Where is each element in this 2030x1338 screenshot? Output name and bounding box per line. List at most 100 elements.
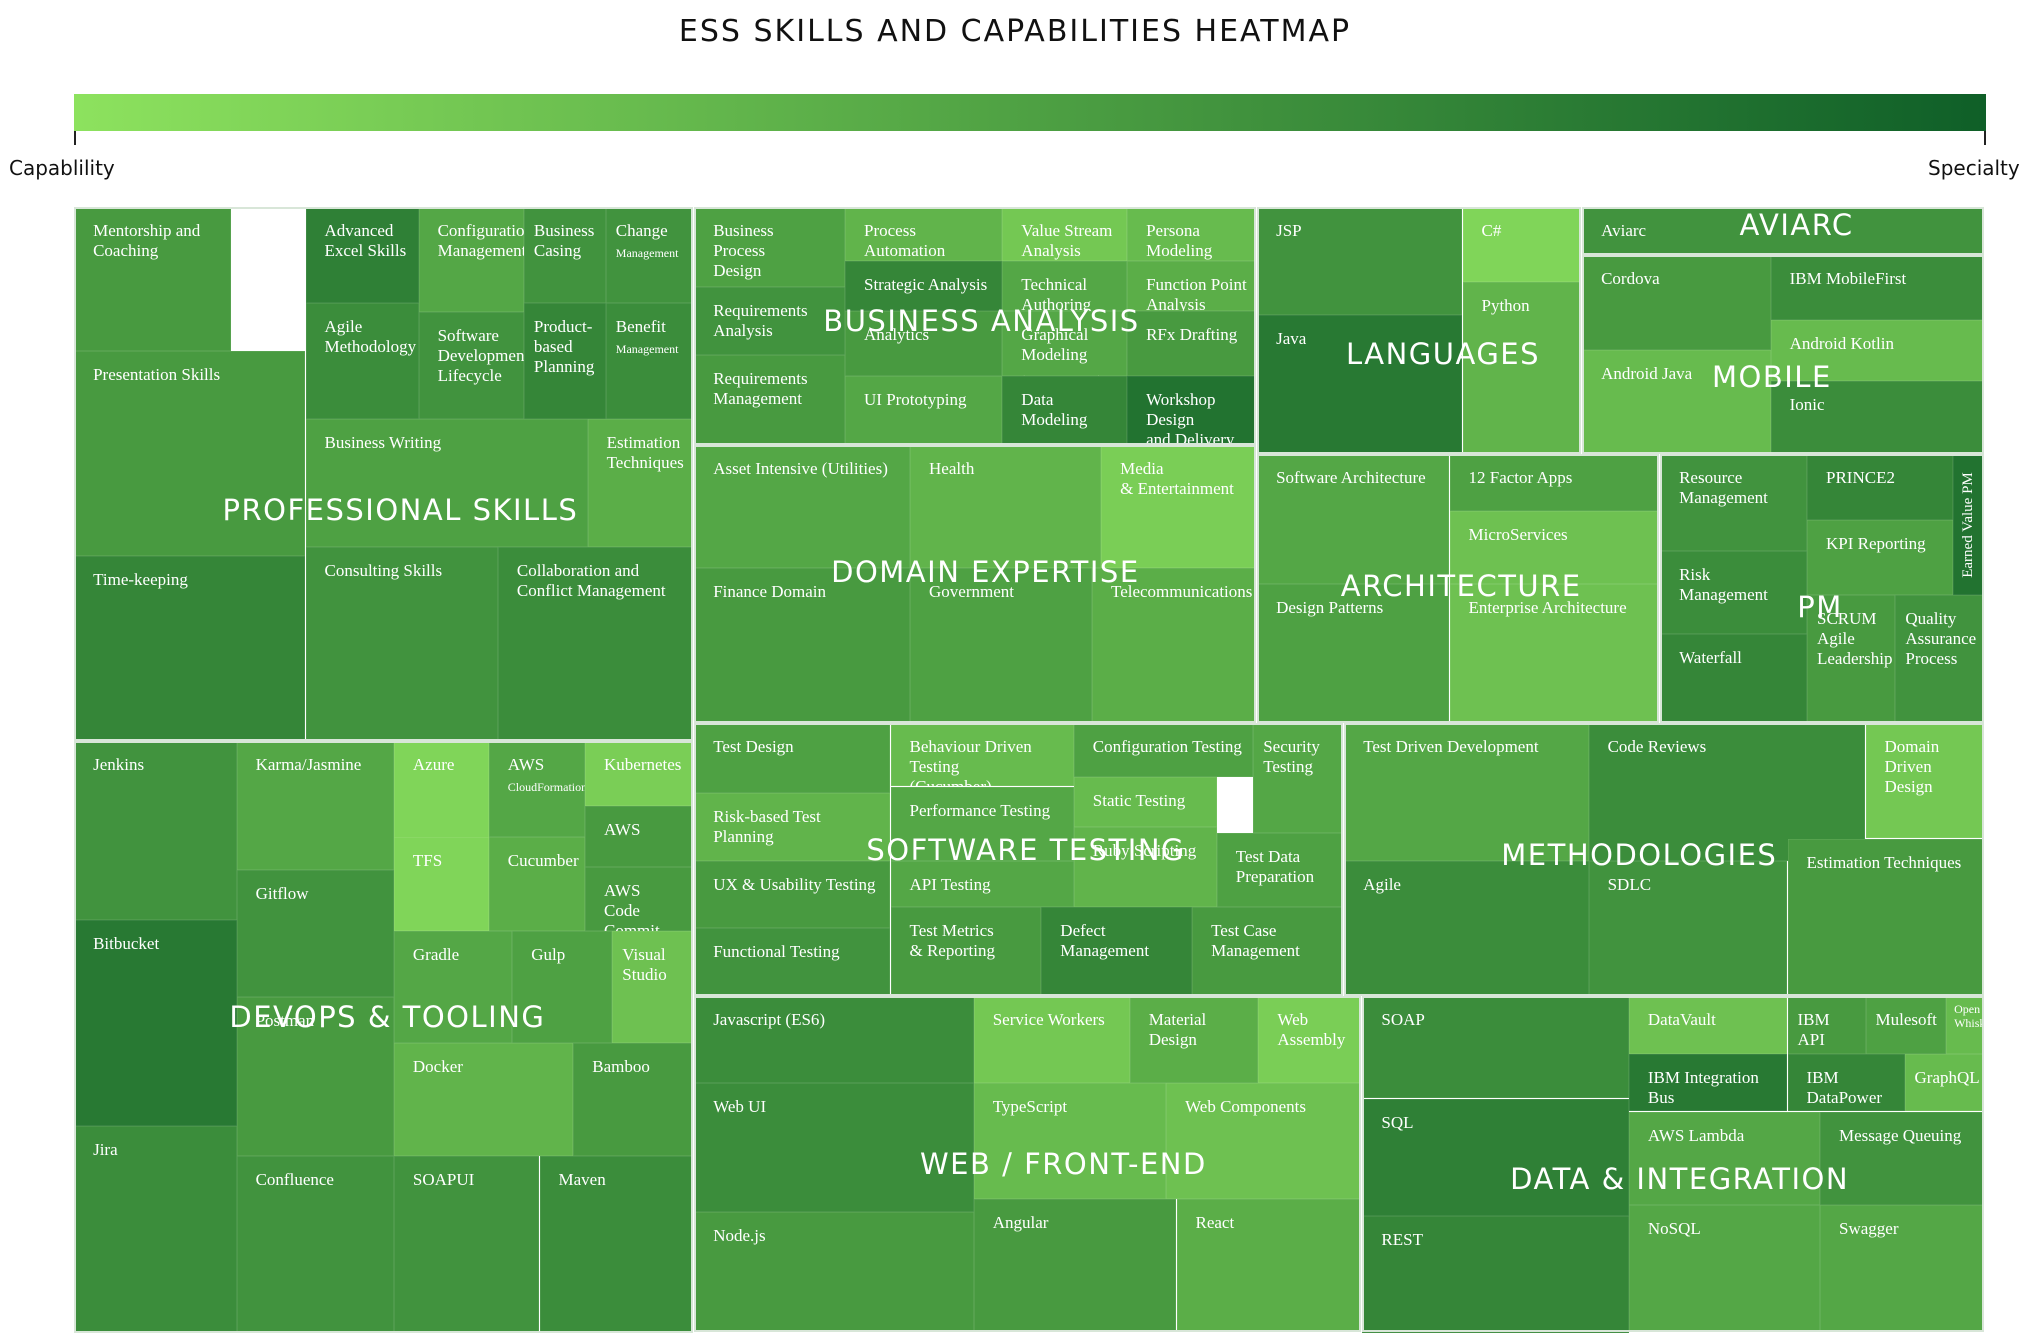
tile-web-front-end-node-js: Node.js: [694, 1211, 974, 1333]
tile-business-analysis-analytics: Analytics: [845, 310, 1003, 376]
tile-pm-kpi-reporting: KPI Reporting: [1807, 520, 1953, 596]
tile-label: Confluence: [255, 1169, 334, 1189]
tile-label: Analytics: [864, 324, 930, 344]
tile-architecture-software-architecture: Software Architecture: [1257, 453, 1450, 584]
tile-label: 12 Factor Apps: [1468, 467, 1573, 487]
tile-label: SQL: [1381, 1112, 1414, 1132]
tile-professional-skills-agile-methodology: Agile Methodology: [305, 302, 419, 419]
tile-devops-tooling-tfs: TFS: [393, 837, 489, 931]
tile-pm-scrum-agile-leadership: SCRUM Agile Leadership: [1807, 595, 1896, 723]
tile-devops-tooling-jira: Jira: [74, 1125, 237, 1333]
tile-devops-tooling-aws-code-commit: AWS Code Commit: [585, 867, 693, 940]
tile-label: Material Design: [1148, 1009, 1207, 1049]
tile-label: TypeScript: [992, 1096, 1068, 1116]
tile-label: Defect Management: [1060, 921, 1150, 961]
group-title-domain-expertise: DOMAIN EXPERTISE: [831, 555, 1140, 589]
tile-professional-skills-advanced-excel-skills: Advanced Excel Skills: [305, 206, 419, 303]
tile-software-testing-test-metrics-reporting: Test Metrics & Reporting: [890, 907, 1042, 996]
tile-data-integration-graphql: GraphQL: [1904, 1054, 1984, 1112]
group-title-business-analysis: BUSINESS ANALYSIS: [823, 304, 1140, 339]
tile-software-testing-configuration-testing: Configuration Testing: [1073, 722, 1254, 778]
tile-label: Jira: [93, 1139, 118, 1159]
tile-label: Risk-based Test Planning: [713, 807, 821, 846]
tile-label: Configuration Management: [437, 220, 533, 260]
tile-label: Test Metrics & Reporting: [909, 921, 995, 961]
tile-data-integration-ibm-datapower: IBM DataPower: [1787, 1054, 1905, 1112]
tile-label: Web Components: [1185, 1096, 1307, 1116]
tile-label: Service Workers: [992, 1009, 1105, 1029]
tile-pm-risk-management: Risk Management: [1660, 551, 1807, 635]
tile-label: React: [1195, 1212, 1235, 1232]
group-title-methodologies: METHODOLOGIES: [1501, 838, 1778, 873]
tile-label: IBM API: [1797, 1009, 1830, 1049]
tile-architecture-microservices: MicroServices: [1449, 510, 1659, 584]
tile-architecture-design-patterns: Design Patterns: [1257, 583, 1450, 723]
tile-software-testing-ruby-scripting: Ruby Scripting: [1073, 826, 1217, 908]
tile-label: UX & Usability Testing: [713, 874, 876, 894]
tile-label: Quality Assurance Process: [1905, 609, 1977, 669]
tile-label: RFx Drafting: [1146, 324, 1238, 344]
tile-label: JSP: [1276, 220, 1302, 240]
tile-web-front-end-web-assembly: Web Assembly: [1258, 995, 1362, 1083]
tile-label: Data Modeling: [1021, 389, 1088, 429]
tile-label: Test Design: [713, 736, 794, 756]
tile-software-testing-static-testing: Static Testing: [1073, 777, 1217, 827]
tile-label: Consulting Skills: [324, 561, 443, 581]
tile-label: Government: [929, 582, 1014, 602]
tile-label: Functional Testing: [713, 942, 840, 962]
tile-professional-skills-configuration-management: Configuration Management: [418, 206, 533, 312]
tile-label: Requirements Management: [713, 368, 808, 408]
tile-software-testing-functional-testing: Functional Testing: [694, 928, 891, 996]
tile-label: Benefit Management: [615, 316, 679, 356]
tile-label: SDLC: [1607, 874, 1652, 894]
tile-label: Resource Management: [1679, 467, 1768, 507]
tile-label: Karma/Jasmine: [255, 755, 362, 774]
group-title-languages: LANGUAGES: [1345, 336, 1541, 371]
tile-data-integration-ibm-api: IBM API: [1787, 995, 1866, 1055]
group-title-data-integration: DATA & INTEGRATION: [1510, 1162, 1850, 1197]
tile-professional-skills-business-writing: Business Writing: [305, 418, 588, 548]
group-title-architecture: ARCHITECTURE: [1340, 569, 1582, 604]
tile-software-testing-security-testing: Security Testing: [1253, 722, 1343, 834]
tile-web-front-end-web-ui: Web UI: [694, 1082, 974, 1212]
tile-label: Presentation Skills: [93, 365, 221, 384]
tile-label: Cucumber: [507, 851, 579, 871]
tile-business-analysis-ui-prototyping: UI Prototyping: [845, 375, 1003, 445]
tile-business-analysis-rfx-drafting: RFx Drafting: [1127, 310, 1256, 376]
tile-methodologies-test-driven-development: Test Driven Development: [1344, 722, 1589, 861]
tile-label: Estimation Techniques: [606, 432, 684, 472]
tile-label: Gulp: [531, 944, 566, 964]
tile-professional-skills-business-casing: Business Casing: [523, 206, 606, 303]
tile-devops-tooling-soapui: SOAPUI: [393, 1155, 540, 1333]
tile-software-testing-defect-management: Defect Management: [1041, 907, 1193, 996]
tile-label: Azure: [412, 755, 455, 774]
tile-label: Asset Intensive (Utilities): [713, 458, 888, 478]
tile-data-integration-aws-lambda: AWS Lambda: [1628, 1111, 1820, 1206]
tile-mobile-cordova: Cordova: [1582, 254, 1771, 350]
group-title-pm: PM: [1797, 590, 1843, 625]
tile-label: Android Kotlin: [1789, 333, 1894, 353]
color-scale-tick-high: [1984, 131, 1986, 145]
tile-devops-tooling-gitflow: Gitflow: [236, 869, 394, 998]
tile-label: Message Queuing: [1839, 1125, 1962, 1145]
tile-devops-tooling-aws-cloudformation: AWS CloudFormation: [488, 741, 587, 838]
tile-label: Gitflow: [255, 883, 309, 903]
tile-data-integration-rest: REST: [1362, 1215, 1629, 1333]
group-title-web-front-end: WEB / FRONT-END: [919, 1146, 1207, 1181]
tile-software-testing-test-case-management: Test Case Management: [1192, 907, 1343, 996]
tile-business-analysis-value-stream-analysis: Value Stream Analysis: [1002, 206, 1128, 262]
tile-label: KPI Reporting: [1826, 534, 1926, 553]
tile-label: Collaboration and Conflict Management: [516, 561, 666, 601]
tile-label: Estimation Techniques: [1806, 852, 1962, 872]
tile-label: Postman: [255, 1011, 315, 1031]
tile-professional-skills-collaboration-and-conflict-management: Collaboration and Conflict Management: [497, 547, 693, 740]
tile-label: Software Architecture: [1276, 467, 1426, 487]
group-title-devops-tooling: DEVOPS & TOOLING: [229, 999, 546, 1034]
tile-software-testing-behaviour-driven-testing-cucumber: Behaviour Driven Testing (Cucumber): [890, 722, 1074, 796]
tile-devops-tooling-bamboo: Bamboo: [573, 1042, 693, 1156]
tile-label: Test Data Preparation: [1235, 847, 1315, 887]
tile-label: Bamboo: [592, 1056, 650, 1076]
tile-languages-python: Python: [1462, 282, 1581, 454]
tile-devops-tooling-karma-jasmine: Karma/Jasmine: [236, 741, 394, 870]
tile-label: Agile: [1363, 874, 1401, 894]
